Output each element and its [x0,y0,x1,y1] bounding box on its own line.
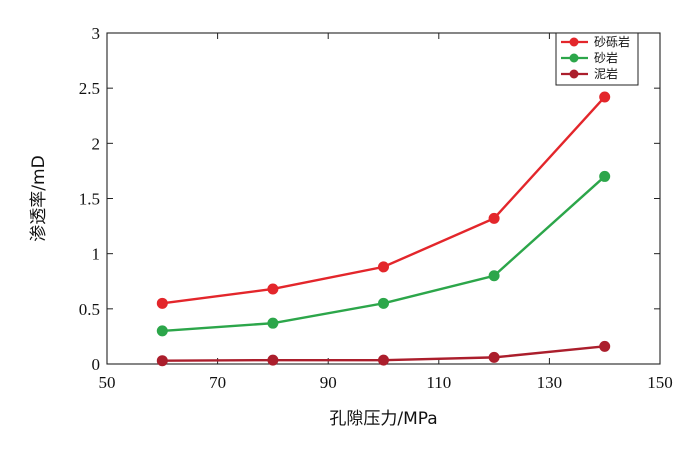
data-point [267,283,279,295]
x-axis-label: 孔隙压力/MPa [329,409,437,429]
y-tick-label: 2.5 [79,79,100,98]
series-group [156,91,611,367]
series-2 [156,170,611,337]
y-tick-label: 2 [92,134,101,153]
y-tick-label: 0 [92,355,101,374]
x-tick-label: 50 [99,373,116,392]
legend-marker [569,37,579,47]
legend-marker [569,53,579,63]
data-point [488,270,500,282]
data-point [378,297,389,309]
legend-marker [569,69,579,79]
y-axis-label: 渗透率/mD [29,155,49,241]
y-tick-label: 0.5 [79,300,100,319]
axis-ticks: 50 70 90 110 130 150 0 0.5 1 1.5 2 2.5 3 [79,24,673,392]
data-point [378,261,389,273]
data-point [378,354,389,366]
x-tick-label: 70 [209,373,226,392]
y-tick-label: 1 [92,245,101,264]
legend-label: 泥岩 [594,66,618,81]
y-tick-label: 1.5 [79,190,100,209]
data-point [599,340,611,352]
data-point [488,351,500,363]
data-point [488,212,500,224]
data-point [599,91,611,103]
y-tick-label: 3 [92,24,101,43]
series-1 [156,91,611,309]
legend-item: 砂砾岩 [561,34,630,49]
legend-label: 砂砾岩 [594,34,630,49]
legend-item: 泥岩 [561,66,618,81]
x-tick-label: 90 [320,373,337,392]
series-3 [156,340,611,367]
legend-item: 砂岩 [561,50,618,65]
data-point [267,354,279,366]
x-tick-label: 130 [537,373,563,392]
data-point [156,297,168,309]
data-point [267,317,279,329]
data-point [156,325,168,337]
x-tick-label: 110 [426,373,451,392]
x-tick-label: 150 [647,373,673,392]
legend-label: 砂岩 [594,50,618,65]
data-point [156,355,168,367]
data-point [599,170,611,182]
